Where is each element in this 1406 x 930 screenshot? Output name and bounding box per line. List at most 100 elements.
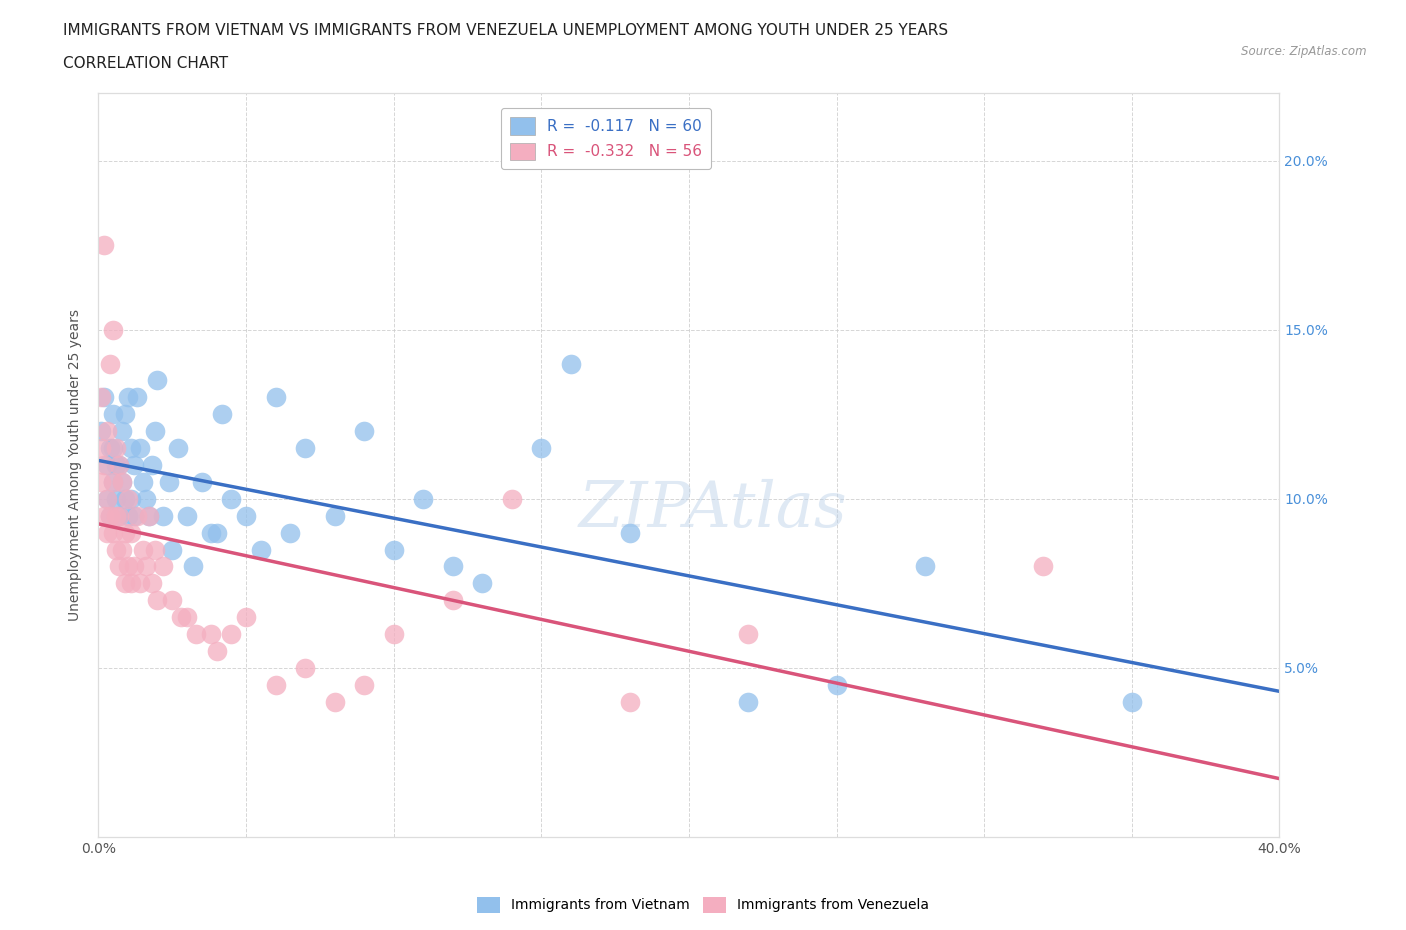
Point	[135, 559, 157, 574]
Point	[264, 390, 287, 405]
Point	[114, 406, 136, 421]
Point	[93, 458, 115, 472]
Legend: Immigrants from Vietnam, Immigrants from Venezuela: Immigrants from Vietnam, Immigrants from…	[472, 891, 934, 919]
Point	[530, 441, 553, 456]
Point	[111, 474, 134, 489]
Point	[471, 576, 494, 591]
Point	[162, 592, 183, 607]
Point	[825, 677, 848, 692]
Point	[152, 559, 174, 574]
Point	[103, 474, 125, 489]
Point	[108, 509, 131, 524]
Point	[111, 474, 134, 489]
Point	[128, 441, 150, 456]
Point	[105, 542, 128, 557]
Point	[90, 474, 112, 489]
Point	[114, 576, 136, 591]
Point	[143, 542, 166, 557]
Point	[181, 559, 204, 574]
Point	[441, 592, 464, 607]
Point	[146, 592, 169, 607]
Point	[128, 576, 150, 591]
Point	[90, 424, 112, 439]
Point	[141, 458, 163, 472]
Point	[353, 424, 375, 439]
Text: CORRELATION CHART: CORRELATION CHART	[63, 56, 228, 71]
Point	[98, 509, 121, 524]
Point	[619, 695, 641, 710]
Point	[914, 559, 936, 574]
Point	[117, 390, 139, 405]
Point	[96, 491, 118, 506]
Legend: R =  -0.117   N = 60, R =  -0.332   N = 56: R = -0.117 N = 60, R = -0.332 N = 56	[502, 108, 711, 169]
Point	[219, 627, 242, 642]
Point	[90, 441, 112, 456]
Point	[200, 525, 222, 540]
Point	[132, 542, 155, 557]
Point	[353, 677, 375, 692]
Point	[120, 525, 142, 540]
Point	[143, 424, 166, 439]
Point	[96, 525, 118, 540]
Point	[120, 441, 142, 456]
Point	[141, 576, 163, 591]
Point	[200, 627, 222, 642]
Point	[441, 559, 464, 574]
Point	[90, 390, 112, 405]
Point	[105, 491, 128, 506]
Point	[219, 491, 242, 506]
Text: ZIPAtlas: ZIPAtlas	[578, 479, 846, 540]
Point	[294, 441, 316, 456]
Point	[125, 509, 148, 524]
Point	[111, 424, 134, 439]
Point	[108, 458, 131, 472]
Point	[98, 441, 121, 456]
Point	[103, 474, 125, 489]
Point	[132, 474, 155, 489]
Point	[138, 509, 160, 524]
Point	[105, 458, 128, 472]
Point	[205, 525, 228, 540]
Point	[103, 525, 125, 540]
Point	[125, 390, 148, 405]
Point	[103, 323, 125, 338]
Point	[560, 356, 582, 371]
Point	[98, 509, 121, 524]
Point	[111, 542, 134, 557]
Point	[120, 576, 142, 591]
Point	[96, 491, 118, 506]
Point	[294, 660, 316, 675]
Point	[108, 559, 131, 574]
Point	[157, 474, 180, 489]
Point	[501, 491, 523, 506]
Point	[146, 373, 169, 388]
Point	[93, 509, 115, 524]
Text: IMMIGRANTS FROM VIETNAM VS IMMIGRANTS FROM VENEZUELA UNEMPLOYMENT AMONG YOUTH UN: IMMIGRANTS FROM VIETNAM VS IMMIGRANTS FR…	[63, 23, 949, 38]
Point	[117, 559, 139, 574]
Point	[278, 525, 302, 540]
Point	[105, 509, 128, 524]
Point	[108, 458, 131, 472]
Point	[120, 491, 142, 506]
Point	[117, 509, 139, 524]
Point	[114, 491, 136, 506]
Point	[176, 610, 198, 625]
Point	[205, 644, 228, 658]
Point	[108, 509, 131, 524]
Point	[250, 542, 273, 557]
Point	[737, 695, 759, 710]
Point	[98, 356, 121, 371]
Point	[382, 627, 405, 642]
Point	[235, 610, 257, 625]
Point	[176, 509, 198, 524]
Point	[122, 458, 145, 472]
Point	[103, 406, 125, 421]
Point	[138, 509, 160, 524]
Point	[191, 474, 214, 489]
Point	[323, 695, 346, 710]
Point	[412, 491, 434, 506]
Point	[323, 509, 346, 524]
Point	[167, 441, 190, 456]
Point	[211, 406, 233, 421]
Point	[117, 491, 139, 506]
